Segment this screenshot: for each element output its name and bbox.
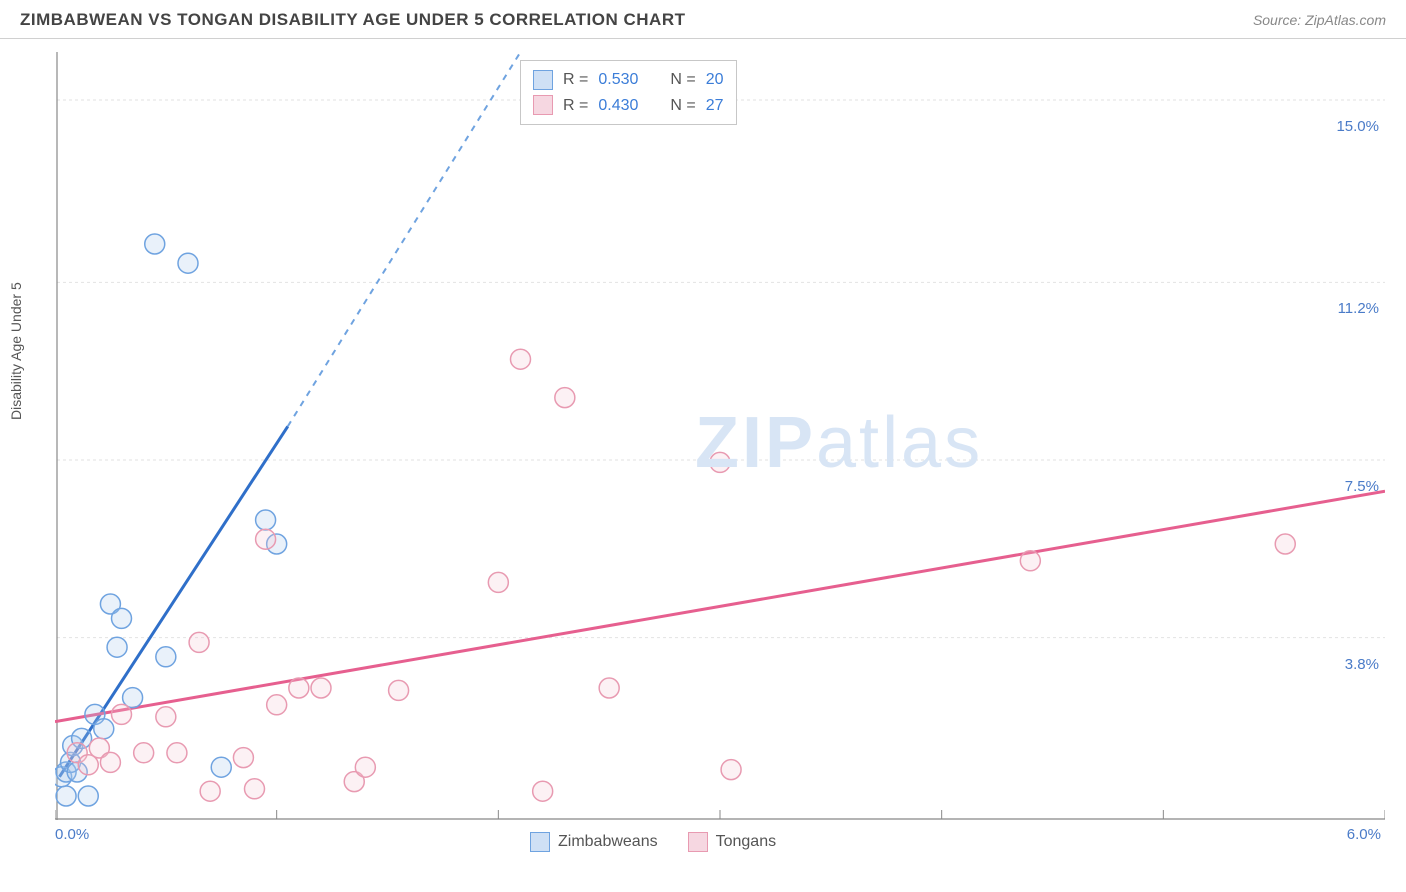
y-tick-label: 3.8% (1345, 656, 1379, 673)
legend-item: Zimbabweans (530, 832, 658, 852)
y-tick-label: 15.0% (1336, 118, 1379, 135)
legend-r-label: R = (563, 67, 588, 93)
y-axis-label: Disability Age Under 5 (8, 282, 24, 420)
chart-title: ZIMBABWEAN VS TONGAN DISABILITY AGE UNDE… (20, 10, 686, 30)
y-tick-label: 7.5% (1345, 478, 1379, 495)
legend-n-label: N = (670, 67, 695, 93)
legend-row: R = 0.430 N = 27 (533, 93, 724, 119)
series-legend: Zimbabweans Tongans (530, 832, 776, 852)
chart-area: ZIPatlas R =0.530N =20R =0.430N =27 3.8%… (55, 52, 1385, 820)
legend-n-label: N = (670, 93, 695, 119)
chart-source: Source: ZipAtlas.com (1253, 12, 1386, 28)
legend-n-value: 20 (706, 67, 724, 93)
legend-swatch (533, 70, 553, 90)
legend-r-label: R = (563, 93, 588, 119)
legend-row: R = 0.530 N = 20 (533, 67, 724, 93)
legend-swatch (688, 832, 708, 852)
chart-header: ZIMBABWEAN VS TONGAN DISABILITY AGE UNDE… (0, 0, 1406, 39)
legend-label: Zimbabweans (558, 833, 658, 851)
x-tick-label: 0.0% (55, 826, 89, 843)
legend-r-value: 0.530 (598, 67, 638, 93)
legend-r-value: 0.430 (598, 93, 638, 119)
legend-swatch (530, 832, 550, 852)
x-tick-label: 6.0% (1347, 826, 1381, 843)
y-tick-label: 11.2% (1338, 300, 1379, 317)
legend-n-value: 27 (706, 93, 724, 119)
legend-label: Tongans (716, 833, 777, 851)
legend-item: Tongans (688, 832, 777, 852)
correlation-legend: R = 0.530 N = 20 R = 0.430 N = 27 (520, 60, 737, 125)
scatter-plot (55, 52, 1385, 820)
legend-swatch (533, 95, 553, 115)
